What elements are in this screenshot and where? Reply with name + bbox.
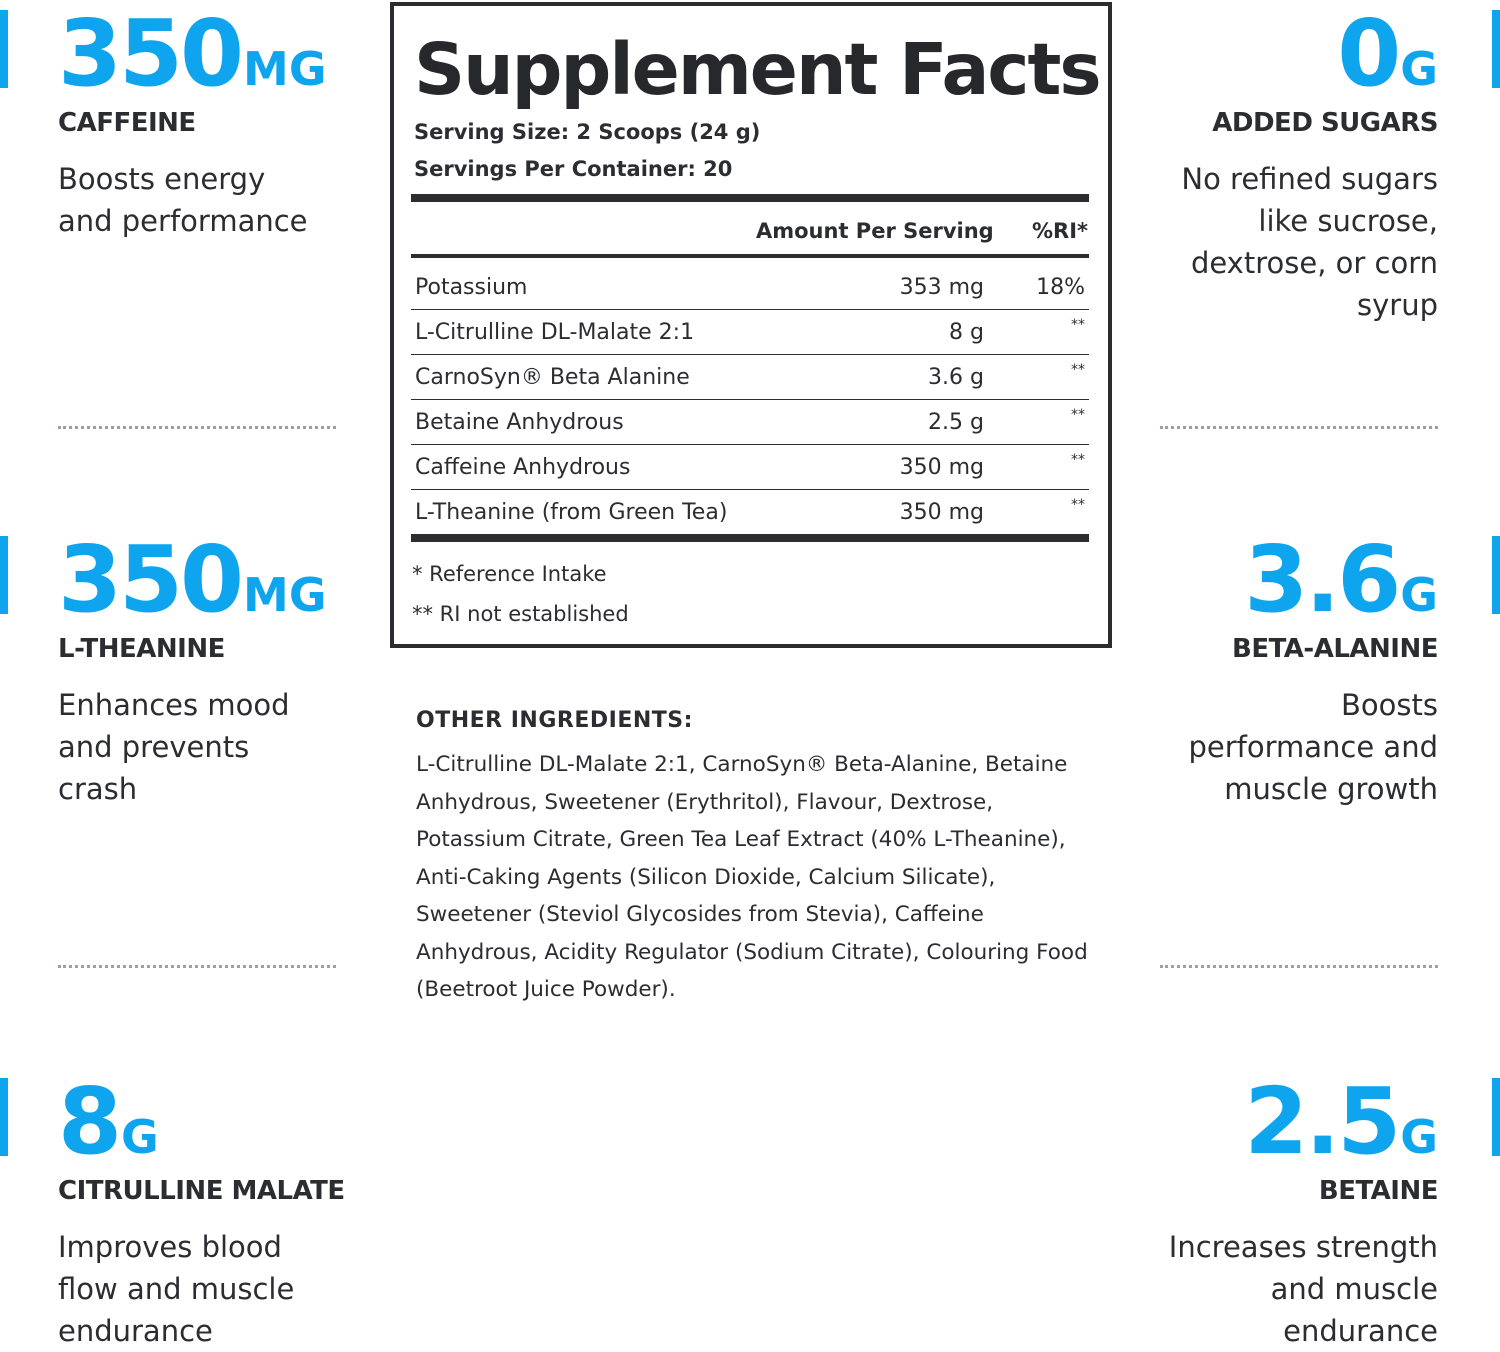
nutrient-amount: 3.6 g (928, 365, 984, 390)
nutrient-name: Potassium (415, 275, 528, 300)
nutrient-row: Potassium 353 mg 18% (411, 264, 1089, 310)
nutrient-row: L-Citrulline DL-Malate 2:1 8 g ** (411, 309, 1089, 355)
stat-value: 2.5G (1108, 1076, 1438, 1168)
stat-unit: G (1400, 1110, 1438, 1164)
column-header-ri: %RI* (1031, 219, 1088, 243)
stat-citrulline-malate: 8G CITRULLINE MALATE Improves blood flow… (58, 1076, 388, 1352)
stat-number: 0 (1337, 0, 1401, 107)
nutrient-name: L-Citrulline DL-Malate 2:1 (415, 320, 695, 345)
nutrient-ri: ** (1071, 407, 1085, 423)
facts-divider-thick (411, 194, 1089, 202)
stat-value: 350MG (58, 534, 388, 626)
stat-unit: MG (243, 568, 327, 622)
stat-unit: G (1400, 42, 1438, 96)
footnote-reference-intake: * Reference Intake (412, 562, 607, 586)
stat-label: CAFFEINE (58, 108, 196, 138)
footnote-ri-not-established: ** RI not established (412, 602, 629, 626)
facts-divider-thick (411, 534, 1089, 542)
accent-bar (0, 536, 8, 614)
nutrient-row: L-Theanine (from Green Tea) 350 mg ** (411, 489, 1089, 534)
stat-number: 3.6 (1244, 526, 1401, 633)
stat-description: Boosts performance and muscle growth (1188, 688, 1438, 806)
nutrient-name: CarnoSyn® Beta Alanine (415, 365, 690, 390)
nutrient-amount: 353 mg (899, 275, 984, 300)
dotted-divider (1160, 965, 1438, 968)
accent-bar (0, 1078, 8, 1156)
accent-bar (1492, 536, 1500, 614)
accent-bar (1492, 10, 1500, 88)
stat-label: ADDED SUGARS (1212, 108, 1438, 138)
facts-divider (411, 254, 1089, 258)
nutrient-ri: ** (1071, 317, 1085, 333)
servings-per-container: Servings Per Container: 20 (414, 157, 733, 181)
other-ingredients-text: L-Citrulline DL-Malate 2:1, CarnoSyn® Be… (416, 752, 1088, 1002)
nutrient-row: Caffeine Anhydrous 350 mg ** (411, 444, 1089, 490)
column-header-amount: Amount Per Serving (756, 219, 994, 243)
nutrient-row: CarnoSyn® Beta Alanine 3.6 g ** (411, 354, 1089, 400)
stat-caffeine: 350MG CAFFEINE Boosts energy and perform… (58, 8, 388, 242)
stat-value: 8G (58, 1076, 388, 1168)
stat-number: 2.5 (1244, 1068, 1401, 1175)
stat-beta-alanine: 3.6G BETA-ALANINE Boosts performance and… (1108, 534, 1438, 810)
stat-value: 0G (1108, 8, 1438, 100)
nutrient-amount: 8 g (949, 320, 984, 345)
nutrient-amount: 350 mg (899, 500, 984, 525)
nutrient-ri: 18% (1036, 275, 1085, 300)
nutrient-row: Betaine Anhydrous 2.5 g ** (411, 399, 1089, 445)
stat-l-theanine: 350MG L-THEANINE Enhances mood and preve… (58, 534, 388, 810)
nutrient-name: Betaine Anhydrous (415, 410, 624, 435)
stat-number: 350 (58, 0, 244, 107)
accent-bar (0, 10, 8, 88)
supplement-facts-panel: Supplement Facts Serving Size: 2 Scoops … (390, 2, 1112, 648)
nutrient-amount: 350 mg (899, 455, 984, 480)
stat-description: Increases strength and muscle endurance (1168, 1230, 1438, 1348)
nutrient-ri: ** (1071, 362, 1085, 378)
stat-label: CITRULLINE MALATE (58, 1176, 345, 1206)
stat-label: L-THEANINE (58, 634, 225, 664)
stat-betaine: 2.5G BETAINE Increases strength and musc… (1108, 1076, 1439, 1352)
nutrient-amount: 2.5 g (928, 410, 984, 435)
dotted-divider (58, 426, 336, 429)
nutrient-name: Caffeine Anhydrous (415, 455, 631, 480)
stat-description: Improves blood flow and muscle endurance (58, 1230, 295, 1348)
stat-label: BETAINE (1318, 1176, 1439, 1206)
stat-description: No refined sugars like sucrose, dextrose… (1181, 162, 1438, 322)
stat-unit: G (1400, 568, 1438, 622)
stat-value: 3.6G (1108, 534, 1438, 626)
accent-bar (1492, 1078, 1500, 1156)
facts-title: Supplement Facts (414, 28, 1102, 111)
stat-description: Enhances mood and prevents crash (58, 688, 290, 806)
other-ingredients-title: OTHER INGREDIENTS: (416, 708, 693, 733)
stat-number: 8 (58, 1068, 122, 1175)
stat-description: Boosts energy and performance (58, 162, 308, 238)
nutrient-name: L-Theanine (from Green Tea) (415, 500, 728, 525)
nutrient-ri: ** (1071, 452, 1085, 468)
stat-number: 350 (58, 526, 244, 633)
serving-size: Serving Size: 2 Scoops (24 g) (414, 120, 761, 144)
stat-unit: MG (243, 42, 327, 96)
dotted-divider (1160, 426, 1438, 429)
stat-added-sugars: 0G ADDED SUGARS No refined sugars like s… (1108, 8, 1438, 326)
nutrient-ri: ** (1071, 497, 1085, 513)
stat-label: BETA-ALANINE (1232, 634, 1438, 664)
stat-value: 350MG (58, 8, 388, 100)
dotted-divider (58, 965, 336, 968)
stat-unit: G (121, 1110, 159, 1164)
